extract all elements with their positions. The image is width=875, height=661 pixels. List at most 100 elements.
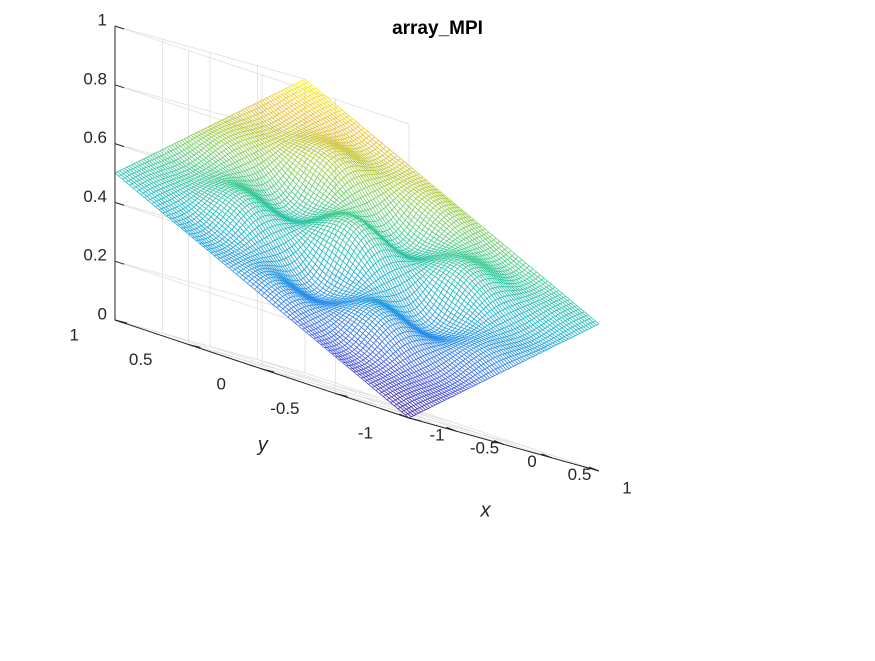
mesh-segment	[210, 126, 214, 128]
mesh-segment	[200, 157, 204, 160]
mesh-segment	[356, 354, 360, 357]
mesh-segment	[364, 340, 368, 343]
mesh-segment	[332, 252, 336, 255]
mesh-segment	[413, 285, 417, 290]
mesh-segment	[452, 302, 456, 305]
mesh-segment	[230, 141, 234, 145]
mesh-segment	[181, 168, 185, 171]
mesh-segment	[460, 389, 464, 391]
mesh-segment	[385, 366, 389, 369]
mesh-segment	[432, 297, 436, 301]
mesh-segment	[386, 360, 390, 363]
mesh-segment	[230, 195, 234, 197]
mesh-segment	[395, 239, 399, 243]
mesh-segment	[189, 211, 193, 214]
mesh-segment	[304, 172, 308, 175]
mesh-segment	[277, 308, 281, 311]
mesh-segment	[291, 146, 295, 148]
mesh-segment	[202, 179, 206, 181]
mesh-segment	[510, 307, 514, 312]
mesh-segment	[240, 277, 244, 280]
mesh-segment	[458, 301, 462, 304]
mesh-segment	[479, 341, 483, 343]
mesh-segment	[241, 204, 245, 208]
mesh-segment	[424, 388, 428, 391]
mesh-segment	[182, 140, 186, 143]
mesh-segment	[159, 190, 163, 193]
mesh-segment	[285, 146, 289, 148]
mesh-segment	[329, 316, 333, 319]
mesh-segment	[365, 245, 369, 251]
mesh-segment	[500, 311, 504, 316]
mesh-segment	[312, 203, 316, 205]
mesh-segment	[294, 307, 298, 311]
mesh-segment	[248, 163, 252, 168]
mesh-segment	[476, 369, 480, 372]
mesh-segment	[474, 359, 478, 362]
mesh-segment	[366, 236, 370, 241]
mesh-segment	[498, 299, 502, 304]
mesh-segment	[232, 140, 236, 144]
mesh-segment	[158, 206, 162, 209]
mesh-segment	[446, 344, 450, 346]
mesh-segment	[469, 374, 473, 377]
mesh-segment	[253, 273, 257, 276]
mesh-segment	[319, 248, 323, 251]
mesh-segment	[252, 216, 256, 221]
mesh-segment	[401, 242, 405, 245]
mesh-segment	[447, 275, 451, 278]
mesh-segment	[204, 224, 208, 227]
mesh-segment	[282, 237, 286, 243]
mesh-segment	[370, 291, 374, 294]
mesh-segment	[461, 261, 465, 263]
mesh-segment	[270, 119, 274, 122]
mesh-segment	[197, 147, 201, 150]
mesh-segment	[167, 182, 171, 185]
mesh-segment	[504, 316, 508, 320]
mesh-segment	[300, 247, 304, 252]
mesh-segment	[222, 262, 226, 265]
mesh-segment	[480, 372, 484, 376]
mesh-segment	[441, 326, 445, 328]
mesh-segment	[222, 127, 226, 129]
mesh-segment	[553, 343, 557, 345]
mesh-segment	[417, 307, 421, 312]
mesh-segment	[446, 332, 450, 333]
mesh-segment	[283, 193, 287, 197]
mesh-segment	[404, 353, 408, 358]
mesh-segment	[237, 239, 241, 242]
mesh-segment	[469, 343, 473, 345]
mesh-segment	[521, 341, 525, 344]
mesh-segment	[311, 320, 315, 324]
mesh-segment	[504, 328, 508, 332]
mesh-segment	[467, 334, 471, 335]
mesh-segment	[249, 262, 253, 265]
mesh-segment	[339, 208, 343, 210]
mesh-segment	[279, 171, 283, 175]
mesh-segment	[166, 164, 170, 167]
mesh-segment	[425, 383, 429, 386]
mesh-segment	[437, 387, 441, 390]
mesh-segment	[417, 399, 421, 402]
mesh-segment	[342, 311, 346, 313]
mesh-segment	[210, 133, 214, 135]
mesh-segment	[368, 308, 372, 310]
mesh-segment	[399, 393, 403, 396]
mesh-segment	[388, 358, 392, 362]
mesh-segment	[176, 160, 180, 164]
mesh-segment	[434, 379, 438, 382]
mesh-segment	[367, 363, 371, 366]
mesh-segment	[284, 142, 288, 144]
mesh-segment	[365, 265, 369, 270]
mesh-segment	[210, 178, 214, 179]
mesh-segment	[243, 152, 247, 157]
mesh-segment	[241, 261, 245, 263]
mesh-segment	[236, 196, 240, 199]
mesh-segment	[304, 191, 308, 194]
mesh-segment	[456, 305, 460, 308]
mesh-segment	[227, 205, 231, 208]
mesh-segment	[250, 218, 254, 223]
mesh-segment	[190, 152, 194, 155]
mesh-segment	[391, 356, 395, 360]
mesh-segment	[374, 328, 378, 332]
